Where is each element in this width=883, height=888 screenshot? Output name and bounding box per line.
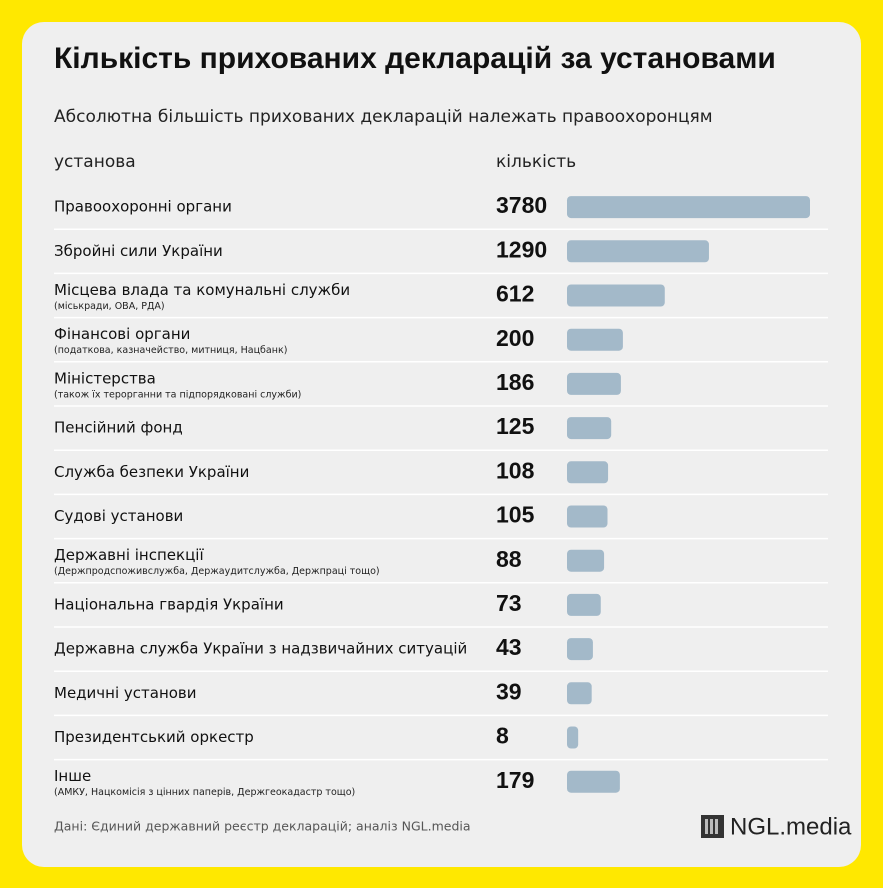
category-label: Місцева влада та комунальні служби <box>54 281 350 299</box>
category-label: Президентський оркестр <box>54 728 254 746</box>
category-label: Судові установи <box>54 507 183 525</box>
value-label: 186 <box>496 369 534 395</box>
category-note: (також їх терорганни та підпорядковані с… <box>54 389 301 400</box>
value-label: 612 <box>496 281 534 307</box>
value-label: 8 <box>496 723 509 749</box>
logo-icon <box>701 815 724 838</box>
bar <box>567 328 623 351</box>
value-label: 125 <box>496 413 535 439</box>
bar <box>567 461 609 484</box>
subtitle: Абсолютна більшість прихованих деклараці… <box>54 107 713 127</box>
value-label: 39 <box>496 678 522 704</box>
category-label: Збройні сили України <box>54 242 223 260</box>
category-label: Міністерства <box>54 369 156 387</box>
category-label: Національна гвардія України <box>54 595 284 613</box>
rows: Правоохоронні органи 3780 Збройні сили Укр… <box>54 192 828 798</box>
source: Дані: Єдиний державний реєстр декларацій… <box>54 819 471 834</box>
bar <box>567 549 605 572</box>
bar <box>567 682 592 705</box>
category-label: Служба безпеки України <box>54 463 249 481</box>
category-note: (податкова, казначейство, митниця, Нацба… <box>54 345 287 356</box>
bar <box>567 196 810 219</box>
column-header: установа <box>54 152 136 172</box>
bar <box>567 505 608 528</box>
value-label: 3780 <box>496 192 547 218</box>
category-label: Інше <box>54 767 91 785</box>
bar <box>567 638 593 661</box>
bar <box>567 372 621 395</box>
category-label: Фінансові органи <box>54 325 190 343</box>
bar <box>567 417 612 440</box>
value-label: 200 <box>496 325 534 351</box>
bar <box>567 240 709 263</box>
bar <box>567 593 601 616</box>
value-label: 43 <box>496 634 522 660</box>
category-label: Пенсійний фонд <box>54 419 183 437</box>
column-header: кількість <box>496 152 576 172</box>
category-label: Медичні установи <box>54 684 197 702</box>
bar <box>567 284 665 307</box>
card <box>22 22 861 867</box>
value-label: 108 <box>496 457 535 483</box>
category-label: Державна служба України з надзвичайних с… <box>54 640 467 658</box>
bar <box>567 770 620 793</box>
category-note: (Держпродспоживслужба, Держаудитслужба, … <box>54 566 380 577</box>
value-label: 88 <box>496 546 522 572</box>
category-note: (АМКУ, Нацкомісія з цінних паперів, Держ… <box>54 787 355 798</box>
category-label: Правоохоронні органи <box>54 198 232 216</box>
value-label: 105 <box>496 502 535 528</box>
value-label: 73 <box>496 590 522 616</box>
category-note: (міськради, ОВА, РДА) <box>54 301 165 312</box>
value-label: 1290 <box>496 236 547 262</box>
value-label: 179 <box>496 767 534 793</box>
category-label: Державні інспекції <box>54 546 204 564</box>
bar <box>567 726 579 749</box>
chart-title: Кількість прихованих декларацій за устан… <box>54 42 776 75</box>
logo: NGL.media <box>730 813 852 840</box>
